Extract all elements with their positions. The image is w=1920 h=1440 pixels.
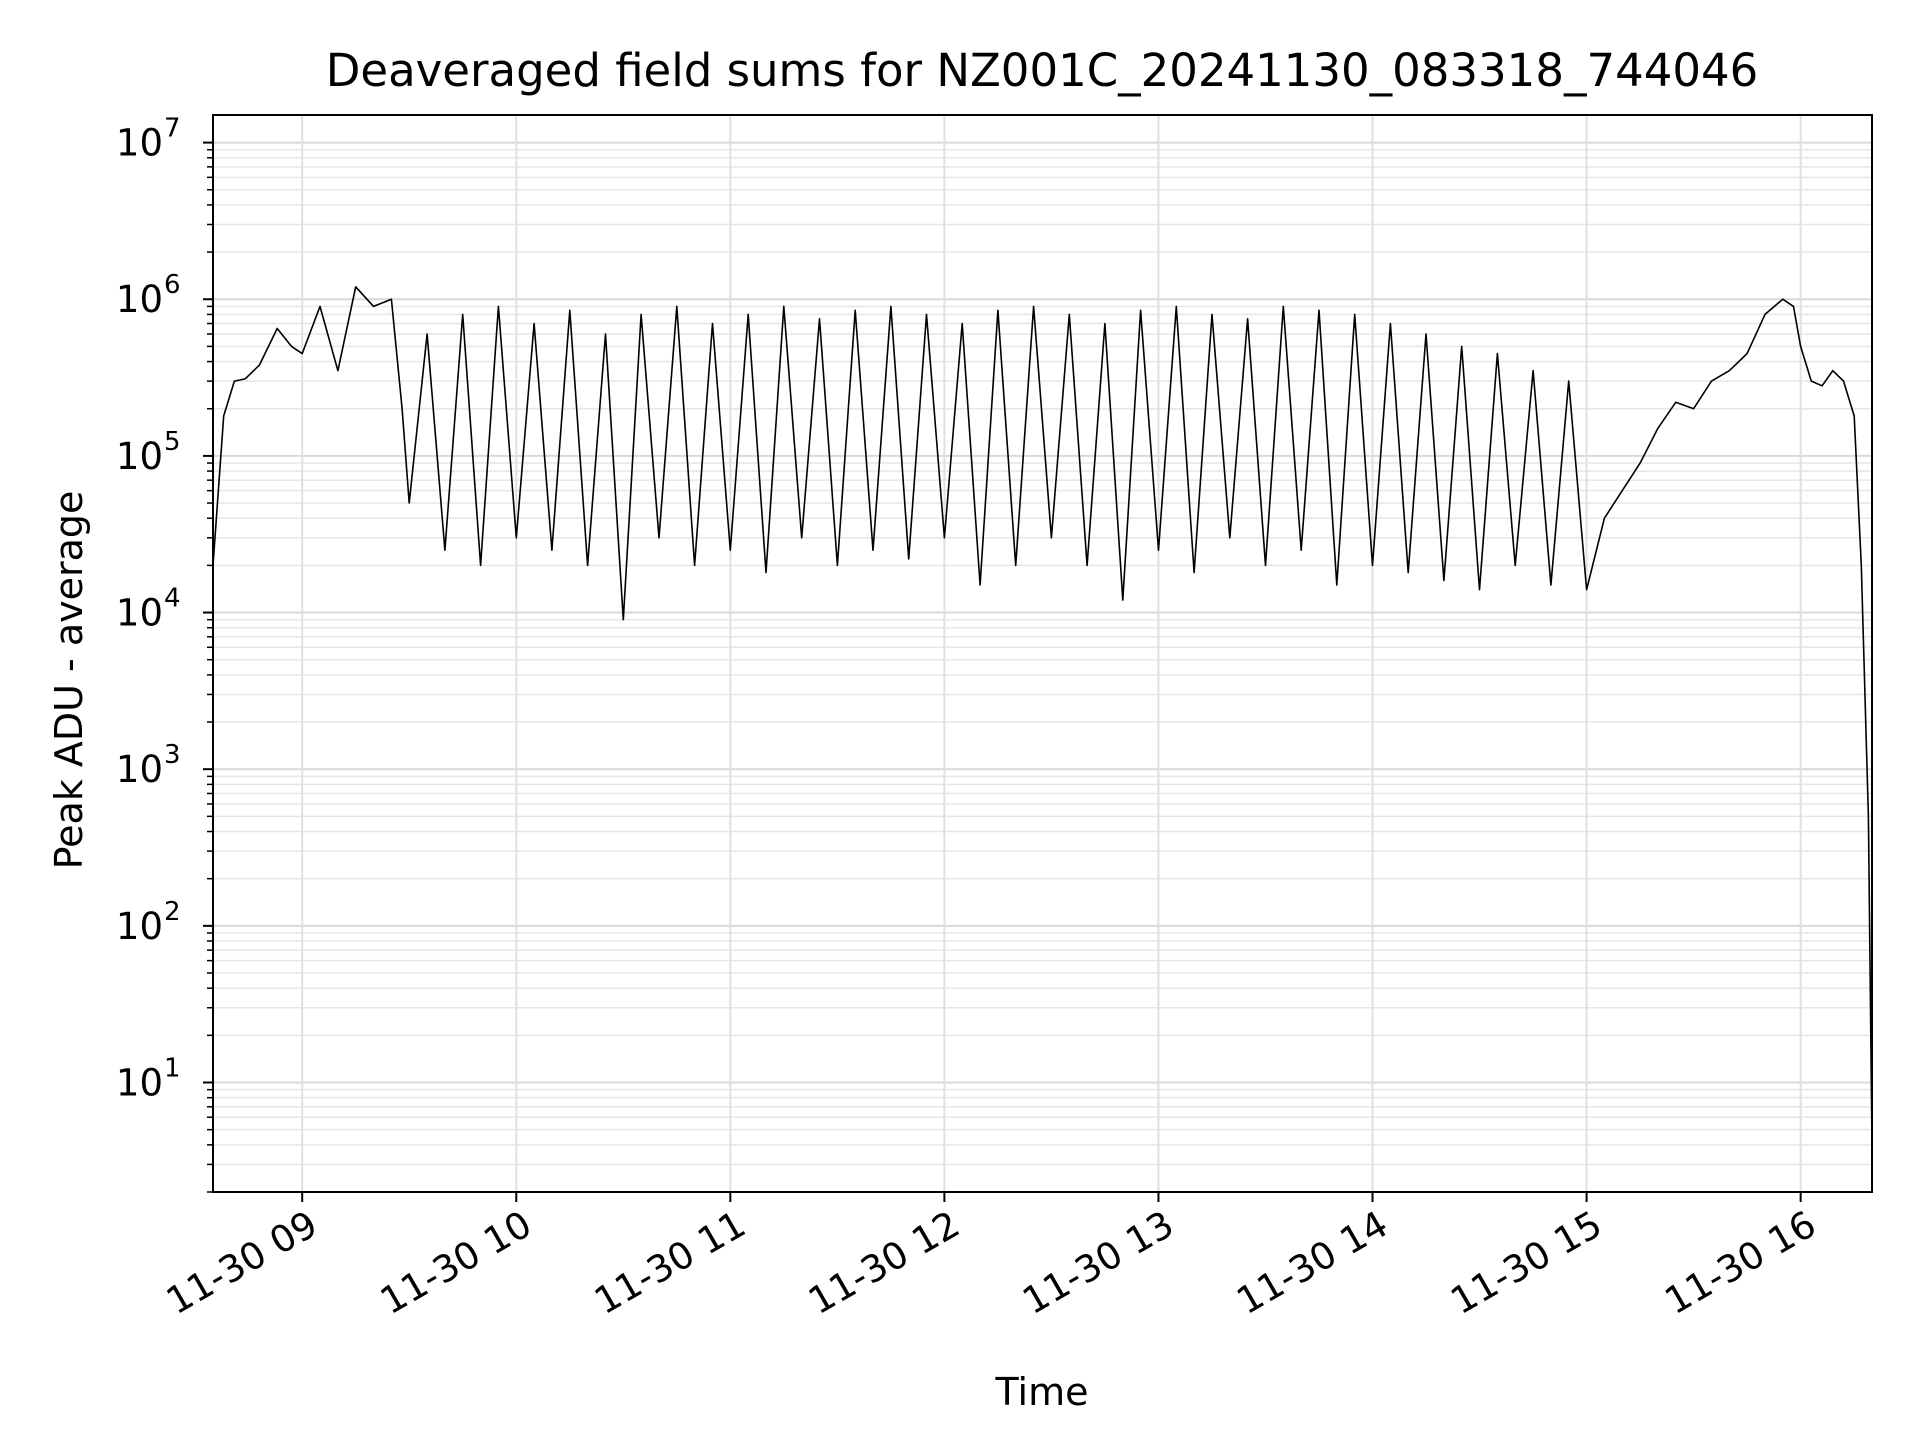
- y-tick-label: 10: [116, 435, 163, 478]
- plot-frame: [212, 114, 1873, 1193]
- y-tick-exponent: 5: [164, 427, 181, 457]
- y-tick-exponent: 4: [164, 584, 181, 614]
- y-tick-label: 10: [116, 592, 163, 635]
- y-tick-exponent: 2: [164, 897, 181, 927]
- y-tick-label: 10: [116, 122, 163, 165]
- y-axis-label: Peak ADU - average: [47, 491, 91, 870]
- y-tick-label: 10: [116, 278, 163, 321]
- y-tick-label: 10: [116, 1062, 163, 1105]
- series-layer: [212, 285, 1873, 1145]
- grid: [213, 115, 1872, 1193]
- y-tick-exponent: 7: [164, 114, 181, 144]
- y-tick-label: 10: [116, 748, 163, 791]
- chart-title: Deaveraged field sums for NZ001C_2024113…: [326, 44, 1758, 97]
- y-tick-exponent: 3: [164, 740, 181, 770]
- y-tick-exponent: 1: [164, 1054, 181, 1084]
- data-series-line: [212, 285, 1873, 1145]
- x-axis-label: Time: [995, 1370, 1089, 1414]
- y-tick-label: 10: [116, 905, 163, 948]
- y-tick-exponent: 6: [164, 270, 181, 300]
